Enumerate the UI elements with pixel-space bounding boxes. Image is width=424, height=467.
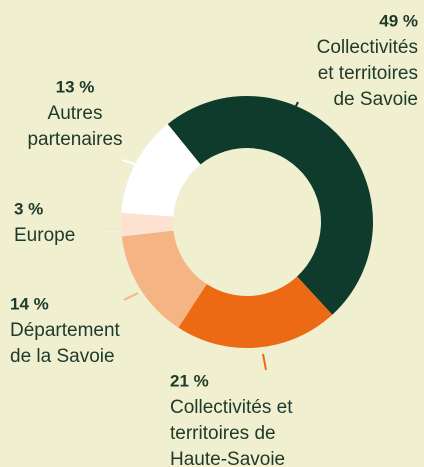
value-label: 13 % bbox=[56, 77, 95, 96]
category-label: Autres partenaires bbox=[27, 103, 122, 150]
donut-segment bbox=[178, 276, 333, 349]
leader-line bbox=[262, 353, 267, 371]
donut-segment bbox=[121, 230, 207, 328]
category-label: Europe bbox=[14, 225, 75, 246]
category-label: Département de la Savoie bbox=[10, 320, 121, 367]
value-label: 21 % bbox=[170, 371, 209, 390]
value-label: 3 % bbox=[14, 199, 43, 218]
category-label: Collectivités et territoires de Haute-Savo… bbox=[170, 397, 293, 467]
value-label: 14 % bbox=[10, 294, 49, 313]
leader-line bbox=[123, 292, 139, 301]
donut-segment bbox=[121, 212, 174, 237]
donut-segment bbox=[167, 95, 374, 315]
value-label: 49 % bbox=[379, 11, 418, 30]
donut-segment bbox=[121, 124, 201, 217]
category-label: Collectivités et territoires de Savoie bbox=[317, 37, 418, 110]
